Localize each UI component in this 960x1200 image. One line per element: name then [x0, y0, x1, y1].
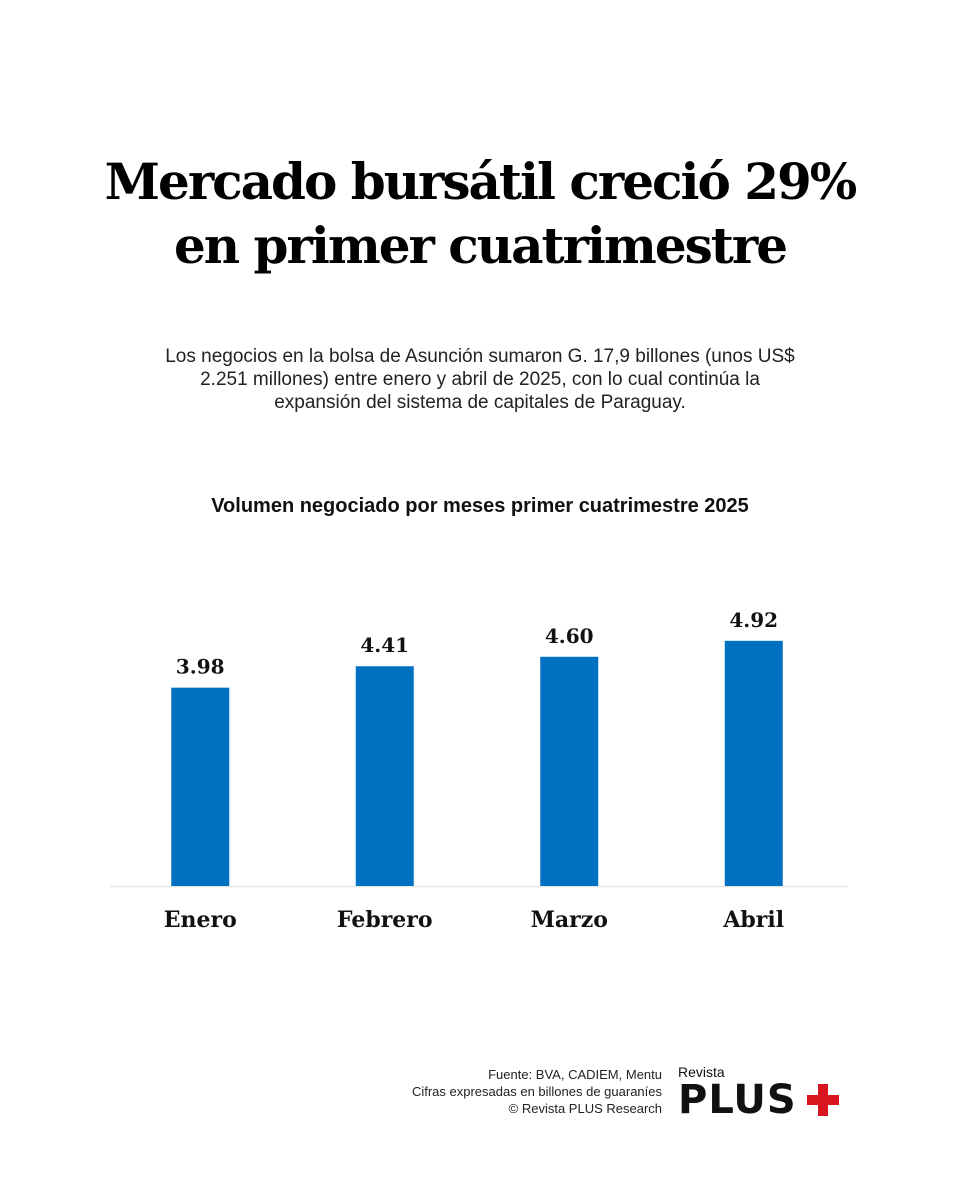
- bar-chart: 3.98 Enero 4.41 Febrero 4.60 Marzo 4.92 Abril: [110, 608, 848, 933]
- data-label: 4.41: [360, 633, 409, 657]
- units-note: Cifras expresadas en billones de guaraní…: [411, 1084, 662, 1099]
- logo-wordmark: PLUS: [678, 1080, 843, 1120]
- bar-enero: [171, 687, 230, 886]
- chart-title: Volumen negociado por meses primer cuatr…: [211, 495, 749, 517]
- bar-abril: [724, 640, 783, 886]
- data-label: 4.60: [545, 624, 594, 648]
- bar-febrero: [355, 666, 414, 886]
- x-tick-label: Abril: [722, 907, 784, 933]
- data-label: 4.92: [729, 608, 778, 632]
- title-line-1: Mercado bursátil creció 29%: [104, 152, 858, 211]
- footer-notes: Fuente: BVA, CADIEM, Mentu Cifras expres…: [412, 1066, 662, 1117]
- revista-plus-logo: Revista PLUS: [678, 1064, 843, 1120]
- copyright-note: © Revista PLUS Research: [508, 1101, 662, 1116]
- logo-small-text: Revista: [678, 1064, 725, 1080]
- title-line-2: en primer cuatrimestre: [173, 216, 788, 275]
- plus-icon: [803, 1080, 843, 1120]
- x-tick-label: Febrero: [337, 907, 433, 933]
- x-tick-label: Enero: [164, 907, 237, 933]
- source-note: Fuente: BVA, CADIEM, Mentu: [488, 1067, 662, 1082]
- bar-marzo: [540, 656, 599, 886]
- x-tick-label: Marzo: [531, 907, 608, 933]
- subtitle: Los negocios en la bolsa de Asunción sum…: [165, 346, 795, 413]
- page-title: Mercado bursátil creció 29% en primer cu…: [0, 150, 960, 278]
- logo-big-text: PLUS: [678, 1077, 797, 1123]
- data-label: 3.98: [176, 655, 225, 679]
